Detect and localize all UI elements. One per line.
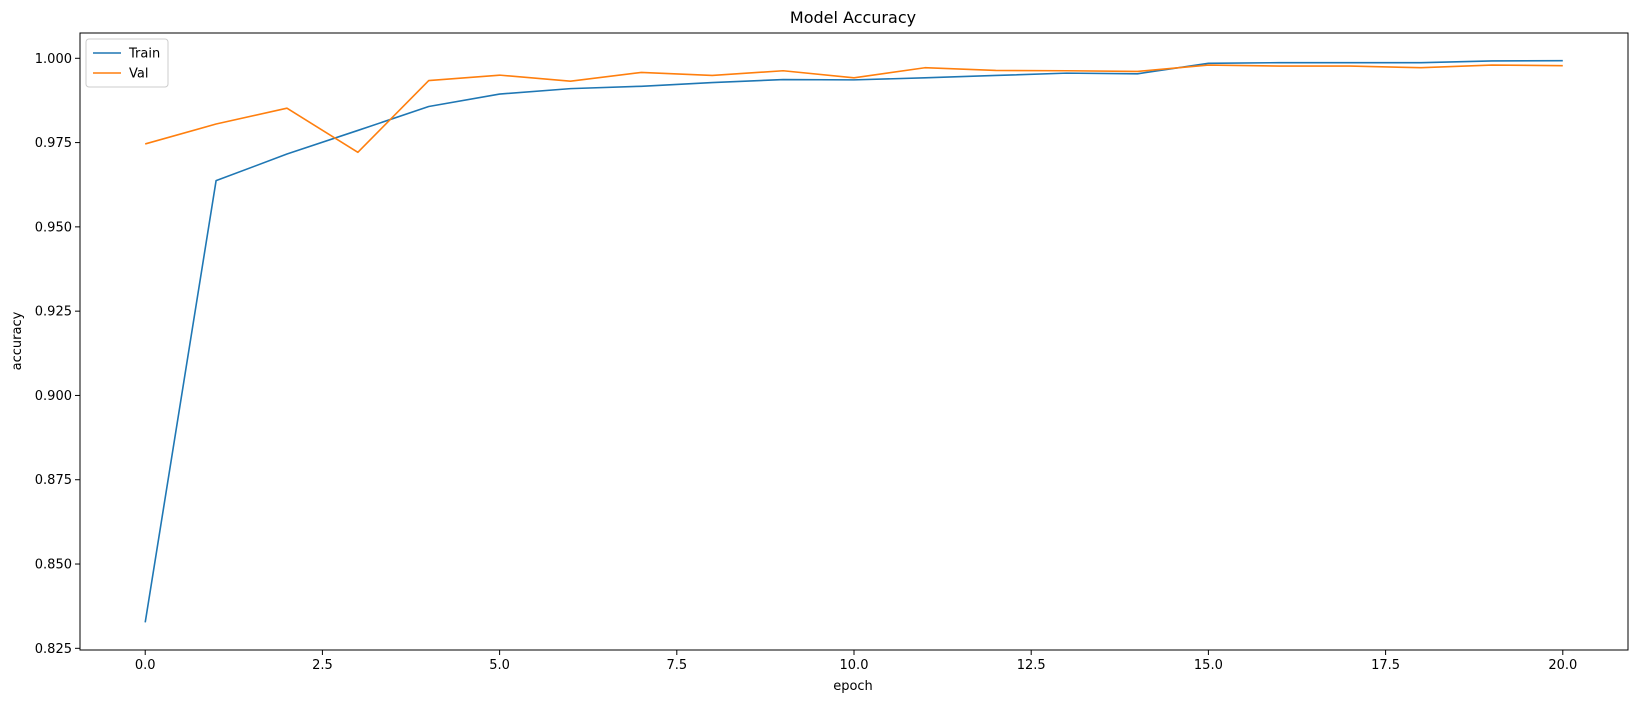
x-tick-label: 20.0 — [1548, 658, 1577, 673]
y-axis-title: accuracy — [10, 311, 25, 370]
series-lines — [144, 59, 1563, 623]
legend-box — [85, 38, 169, 88]
x-tick-label: 0.0 — [135, 658, 156, 673]
y-tick-label: 0.950 — [35, 220, 72, 235]
y-tick-label: 0.825 — [35, 642, 72, 657]
y-tick-label: 0.850 — [35, 558, 72, 573]
x-tick-label: 10.0 — [840, 658, 869, 673]
x-tick-label: 5.0 — [489, 658, 510, 673]
y-tick-label: 0.975 — [35, 136, 72, 151]
series-line-val — [144, 64, 1563, 154]
legend: Train Val — [85, 38, 169, 88]
plot-area: 0.0 2.5 5.0 7.5 10.0 12.5 15.0 17.5 20.0 0.8250.… — [35, 32, 1629, 673]
y-tick-label: 1.000 — [35, 52, 72, 67]
y-tick-label: 0.900 — [35, 389, 72, 404]
x-axis-title: epoch — [833, 679, 873, 694]
x-tick-label: 7.5 — [666, 658, 687, 673]
x-tick-label: 2.5 — [312, 658, 333, 673]
series-line-train — [144, 59, 1563, 623]
legend-label-val: Val — [129, 67, 148, 82]
legend-label-train: Train — [128, 47, 160, 62]
x-axis: 0.0 2.5 5.0 7.5 10.0 12.5 15.0 17.5 20.0 — [135, 650, 1577, 673]
x-tick-label: 12.5 — [1017, 658, 1046, 673]
y-tick-label: 0.875 — [35, 473, 72, 488]
plot-frame — [79, 32, 1629, 651]
x-tick-label: 15.0 — [1194, 658, 1223, 673]
y-tick-label: 0.925 — [35, 305, 72, 320]
y-axis: 0.825 0.850 0.875 0.900 0.925 0.950 0.975 1.000 — [35, 52, 80, 657]
chart-title: Model Accuracy — [790, 8, 916, 27]
x-tick-label: 17.5 — [1371, 658, 1400, 673]
